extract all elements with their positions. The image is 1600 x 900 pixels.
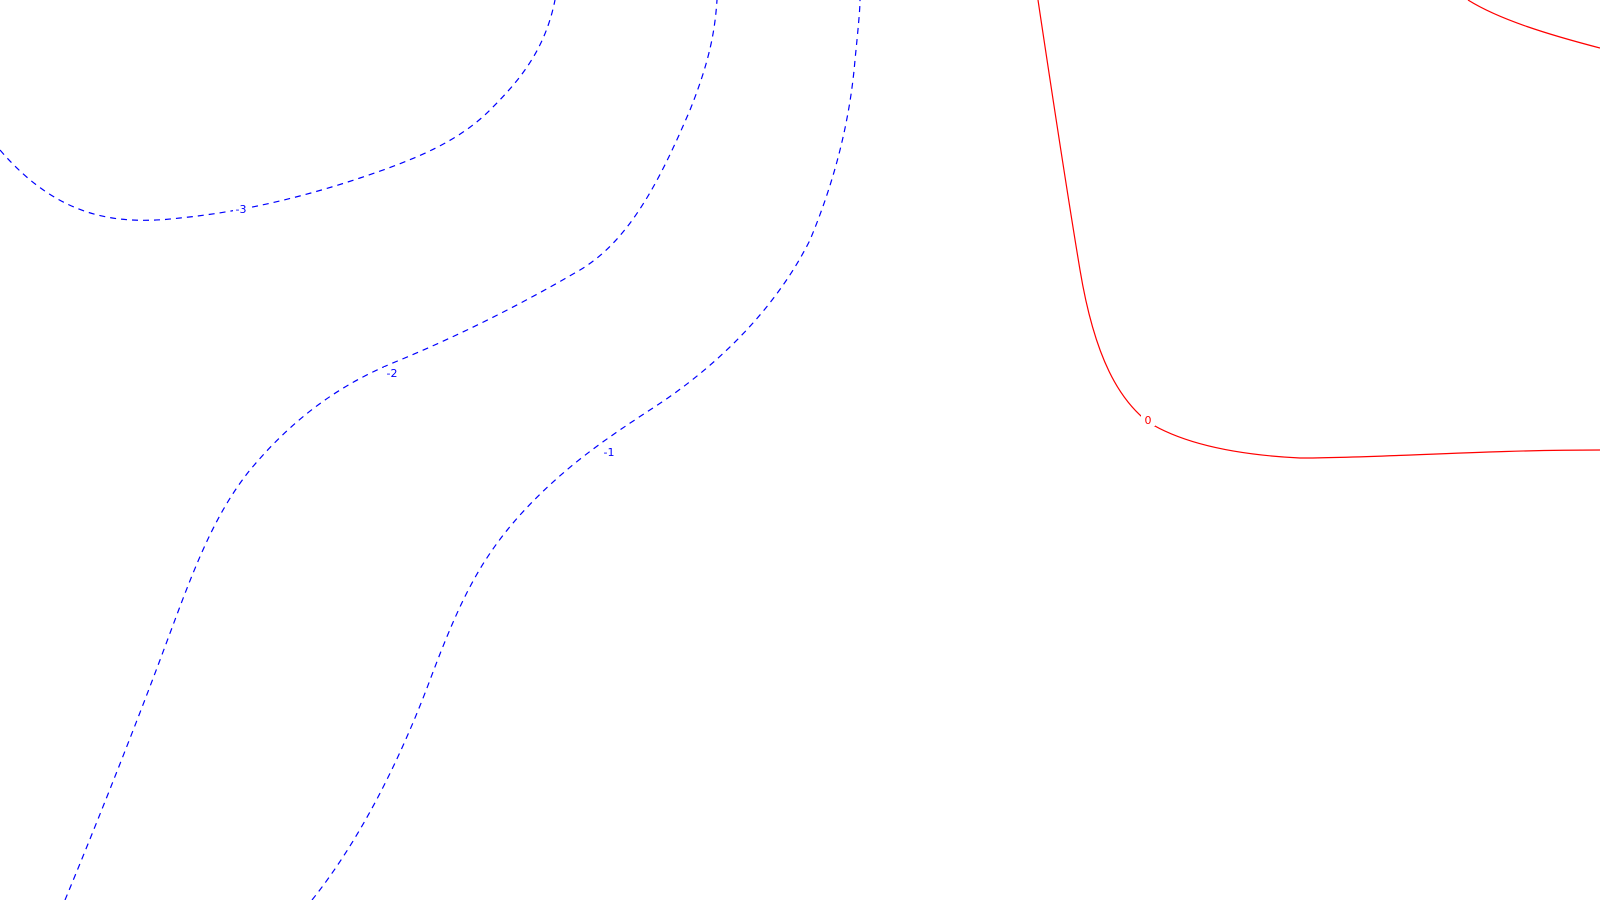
contour-label-neg3: -3	[236, 203, 247, 216]
contour-label-neg1: -1	[604, 446, 615, 459]
contour-label-zero: 0	[1145, 414, 1152, 427]
contour-label-zero-group: 0	[1141, 414, 1155, 427]
contour-label-neg1-group: -1	[601, 446, 617, 459]
contour-label-neg2: -2	[387, 367, 398, 380]
contour-label-neg2-group: -2	[384, 367, 400, 380]
contour-label-neg3-group: -3	[233, 203, 249, 216]
